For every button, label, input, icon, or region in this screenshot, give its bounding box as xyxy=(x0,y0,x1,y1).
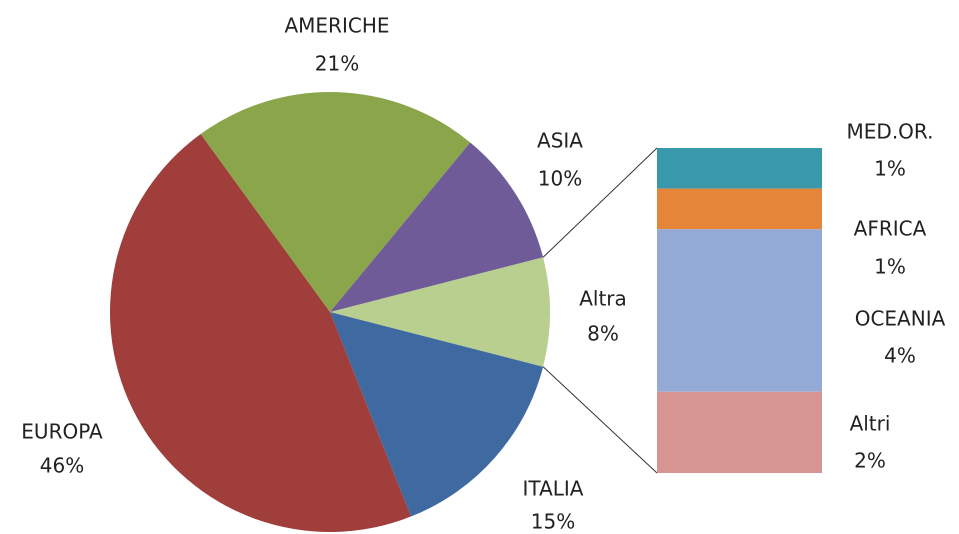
slice-value-label: 46% xyxy=(40,454,84,478)
bar-segment xyxy=(657,229,822,392)
bar-value-label: 1% xyxy=(874,255,906,279)
slice-label: Altra xyxy=(579,287,627,311)
bar-label: MED.OR. xyxy=(847,120,934,144)
bar-label: OCEANIA xyxy=(855,307,946,331)
pie-slice xyxy=(330,142,544,312)
pie-slice xyxy=(200,92,471,312)
slice-value-label: 15% xyxy=(531,510,575,534)
bar-value-label: 2% xyxy=(854,449,886,473)
bar-label: Altri xyxy=(850,412,891,436)
bar-value-label: 4% xyxy=(884,344,916,368)
slice-value-label: 8% xyxy=(587,322,619,346)
connector-line xyxy=(542,366,658,474)
connector-line xyxy=(542,147,658,258)
slice-label: EUROPA xyxy=(21,420,103,444)
slice-value-label: 21% xyxy=(315,52,359,76)
pie-slice xyxy=(110,134,411,532)
pie-slice xyxy=(330,312,544,517)
slice-label: ITALIA xyxy=(523,477,584,501)
bar-value-label: 1% xyxy=(874,157,906,181)
slice-value-label: 10% xyxy=(538,167,582,191)
slice-label: ASIA xyxy=(537,129,583,153)
bar-segment xyxy=(657,148,822,189)
slice-label: AMERICHE xyxy=(284,14,389,38)
bar-segment xyxy=(657,188,822,230)
bar-segment xyxy=(657,391,822,473)
bar-label: AFRICA xyxy=(854,217,927,241)
pie-slice xyxy=(330,257,550,367)
